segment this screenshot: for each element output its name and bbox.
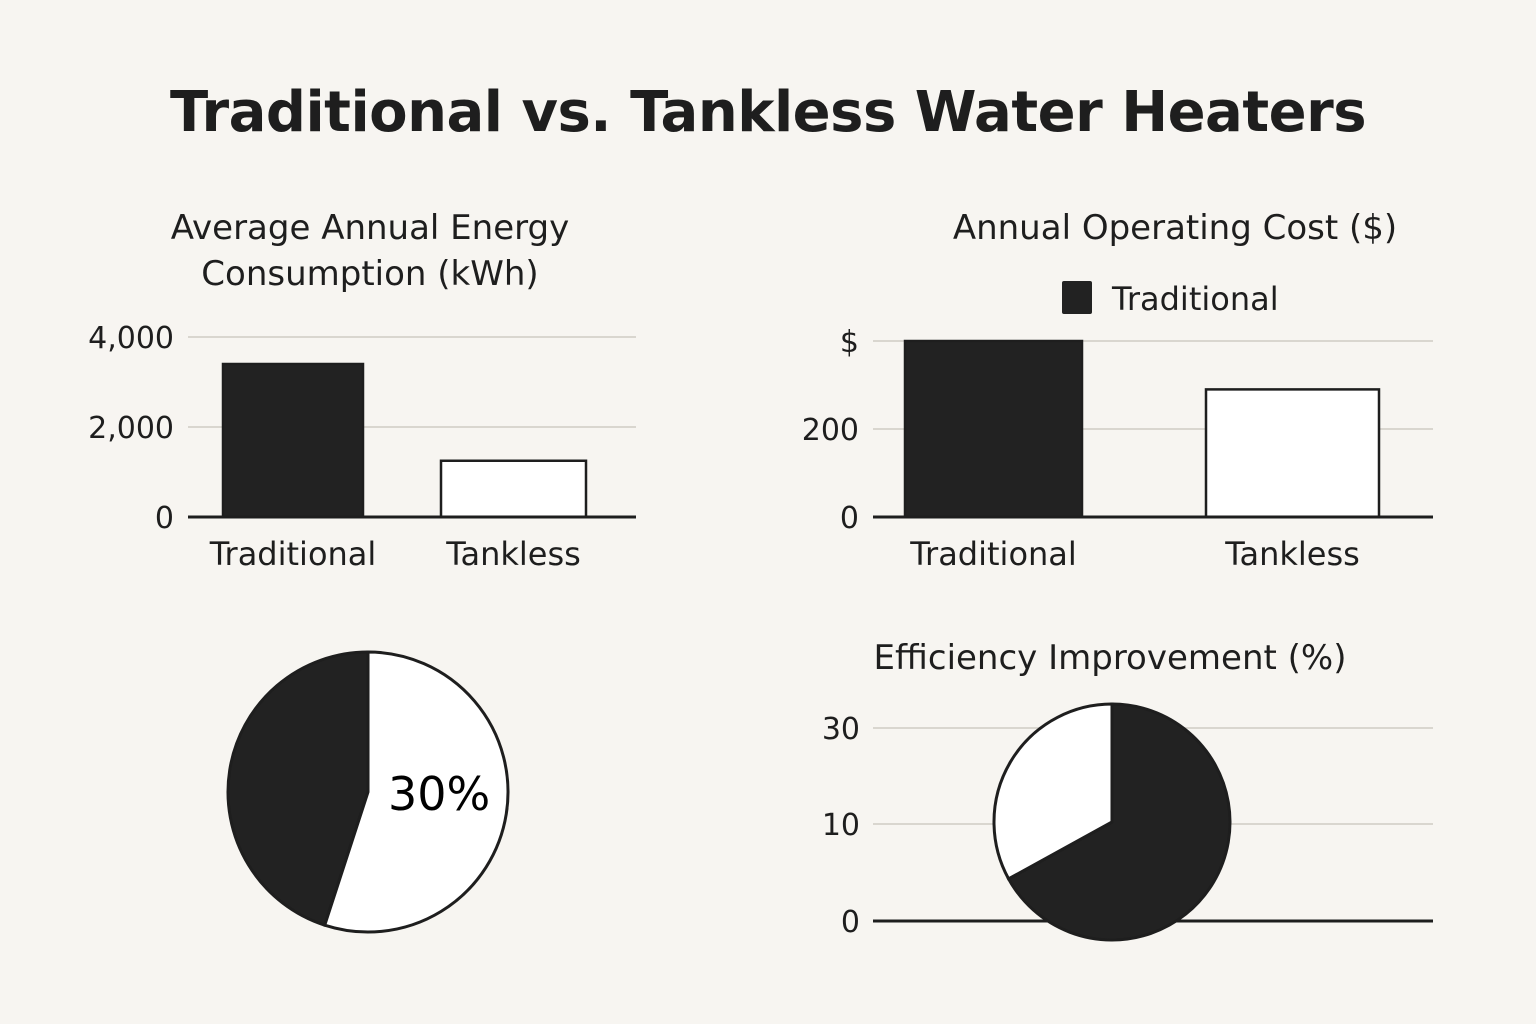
chart2-legend-swatch [1062,281,1092,314]
chart1-bar-tankless [439,459,588,519]
chart3-slice-1 [322,650,510,934]
chart2-category-label: Tankless [1224,535,1360,573]
chart1-bar-traditional [221,362,365,519]
chart1-category-label: Tankless [445,535,581,573]
chart1-ytick-label: 0 [155,501,174,536]
chart2-category-label: Traditional [909,535,1077,573]
chart1-category-label: Traditional [209,535,377,573]
chart2-ytick-label: 200 [802,413,859,448]
chart4-ytick-label: 10 [822,808,860,843]
chart4-ytick-label: 30 [822,712,860,747]
chart1-title: Average Annual Energy Consumption (kWh) [70,205,670,297]
chart3-slice-0 [226,650,370,928]
chart1-ytick-label: 4,000 [88,321,174,356]
chart1-title-line1: Average Annual Energy [170,208,570,248]
chart4-ytick-label: 0 [841,905,860,940]
chart1-title-line2: Consumption (kWh) [201,254,539,294]
chart3-label: 30% [388,767,490,821]
chart2-bar-tankless [1204,388,1381,519]
chart2-legend-label: Traditional [1111,280,1279,318]
chart4-slice-1 [992,702,1114,881]
chart4-slice-0 [1006,702,1232,942]
chart2-title: Annual Operating Cost ($) [952,208,1398,248]
chart2-ytick-label: 0 [840,501,859,536]
page-title: Traditional vs. Tankless Water Heaters [169,80,1367,145]
chart1-ytick-label: 2,000 [88,411,174,446]
chart4-title: Efficiency Improvement (%) [873,638,1347,678]
chart2-ytick-label: $ [840,325,859,360]
chart2-bar-traditional [903,339,1084,519]
